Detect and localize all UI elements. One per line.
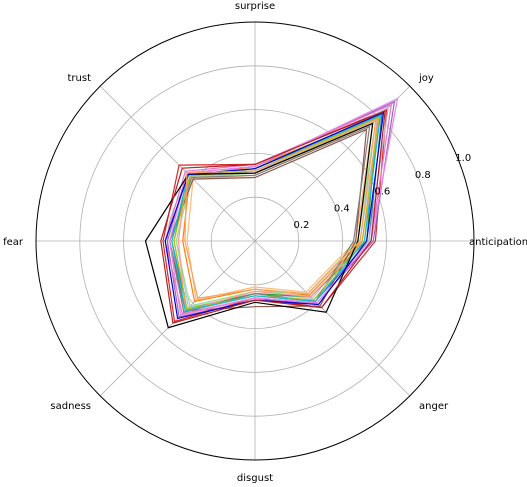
- radar-grid: [35, 21, 475, 461]
- series-line: [164, 111, 385, 320]
- series-line: [160, 109, 386, 324]
- axis-labels: anticipation joy surprise trust fear sadness d…: [3, 1, 527, 484]
- series-line: [162, 108, 388, 323]
- axis-label-sadness: sadness: [50, 401, 91, 412]
- radial-tick-label: 0.6: [374, 187, 390, 198]
- series-line: [173, 116, 380, 310]
- axis-label-disgust: disgust: [237, 473, 273, 484]
- radial-tick-label: 1.0: [455, 153, 471, 164]
- spoke-trust: [99, 85, 256, 242]
- series-line: [182, 114, 382, 303]
- radial-tick-label: 0.4: [334, 204, 350, 215]
- series-line: [171, 114, 382, 312]
- axis-label-trust: trust: [67, 73, 91, 84]
- spoke-anger: [254, 240, 411, 397]
- series-line: [186, 122, 374, 301]
- polar-frame: [35, 21, 475, 461]
- series-line: [171, 106, 389, 313]
- series-line: [175, 119, 377, 307]
- axis-label-fear: fear: [3, 237, 24, 248]
- series-line: [184, 119, 377, 299]
- series-line: [164, 103, 393, 315]
- series-line: [168, 97, 399, 317]
- axis-label-surprise: surprise: [235, 1, 275, 12]
- radial-tick-label: 0.2: [294, 220, 310, 231]
- series-line: [144, 122, 374, 329]
- series-line: [171, 113, 383, 310]
- series-line: [168, 128, 368, 312]
- radar-series: [144, 97, 399, 329]
- axis-label-anticipation: anticipation: [469, 237, 527, 248]
- radial-tick-labels: 0.2 0.4 0.6 0.8 1.0: [294, 153, 472, 231]
- radial-tick-label: 0.8: [415, 170, 431, 181]
- axis-label-joy: joy: [418, 73, 434, 84]
- axis-label-anger: anger: [419, 401, 449, 412]
